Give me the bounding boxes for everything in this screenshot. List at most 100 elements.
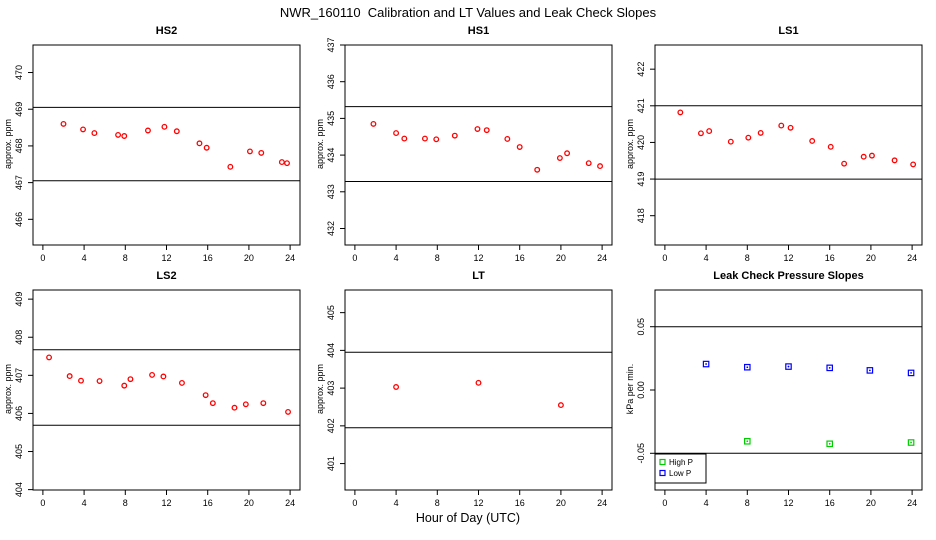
legend-marker bbox=[659, 458, 666, 466]
y-axis-ticks: 432 433 434 435 436 437 bbox=[326, 37, 345, 236]
y-tick-label: 434 bbox=[326, 148, 336, 163]
plot-lt: 0 4 8 12 16 20 24 401 402 403 404 405 bbox=[326, 289, 613, 508]
data-point bbox=[787, 124, 794, 131]
x-tick-label: 12 bbox=[161, 498, 171, 508]
data-point bbox=[145, 127, 151, 134]
y-tick-label: 402 bbox=[326, 418, 336, 433]
data-point bbox=[227, 163, 234, 170]
legend-label: High P bbox=[669, 458, 693, 467]
data-point bbox=[179, 380, 185, 386]
data-point bbox=[504, 135, 511, 142]
data-point bbox=[910, 161, 917, 168]
data-point bbox=[149, 372, 156, 378]
panel-ls1: LS1 approx. ppm 0 4 8 12 16 20 24 418 419 420 421 4… bbox=[622, 23, 930, 268]
x-axis-ticks: 0 4 8 12 16 20 24 bbox=[662, 490, 917, 508]
y-tick-label: 418 bbox=[636, 208, 646, 223]
y-tick-label: 409 bbox=[14, 292, 24, 307]
y-tick-label: 407 bbox=[14, 368, 24, 383]
data-point bbox=[260, 400, 267, 407]
x-tick-label: 20 bbox=[866, 498, 876, 508]
y-axis-ticks: 466 467 468 469 470 bbox=[14, 65, 33, 227]
x-tick-label: 16 bbox=[203, 253, 213, 263]
data-point bbox=[907, 439, 915, 446]
data-point bbox=[585, 160, 592, 167]
y-tick-label: 401 bbox=[326, 456, 336, 471]
x-tick-label: 20 bbox=[244, 498, 254, 508]
x-tick-label: 8 bbox=[123, 498, 128, 508]
y-tick-label: 406 bbox=[14, 406, 24, 421]
data-point bbox=[826, 364, 834, 372]
x-tick-label: 20 bbox=[866, 253, 876, 263]
y-tick-label: 435 bbox=[326, 111, 336, 126]
data-point bbox=[677, 109, 684, 116]
data-point bbox=[475, 379, 482, 386]
plot-ls1: 0 4 8 12 16 20 24 418 419 420 421 422 bbox=[636, 44, 923, 263]
figure-title: NWR_160110 Calibration and LT Values and… bbox=[279, 5, 657, 20]
y-tick-label: 470 bbox=[14, 65, 24, 80]
x-tick-label: 12 bbox=[161, 253, 171, 263]
panel-leak-check: Leak Check Pressure Slopes kPa per min. … bbox=[622, 268, 930, 513]
y-axis-ticks: 404 405 406 407 408 409 bbox=[14, 292, 33, 497]
series-ls2-calibration bbox=[46, 354, 292, 415]
x-tick-label: 8 bbox=[123, 253, 128, 263]
data-point bbox=[778, 122, 785, 129]
x-tick-label: 0 bbox=[40, 498, 45, 508]
data-point bbox=[231, 404, 238, 411]
x-tick-label: 4 bbox=[704, 498, 709, 508]
data-point bbox=[121, 133, 128, 139]
data-point bbox=[60, 120, 67, 127]
x-tick-label: 12 bbox=[783, 253, 793, 263]
data-point-dot bbox=[910, 441, 912, 444]
data-point-dot bbox=[910, 372, 912, 374]
data-point-dot bbox=[828, 442, 831, 445]
y-tick-label: 405 bbox=[14, 444, 24, 459]
x-tick-label: 16 bbox=[825, 498, 835, 508]
y-tick-label: 437 bbox=[326, 37, 336, 52]
data-point bbox=[702, 360, 710, 368]
data-point bbox=[827, 143, 834, 150]
series-hs1-calibration bbox=[370, 120, 604, 173]
x-tick-label: 0 bbox=[40, 253, 45, 263]
reference-lines bbox=[345, 351, 612, 429]
plot-hs1: 0 4 8 12 16 20 24 432 433 434 435 436 437 bbox=[326, 37, 613, 263]
data-point bbox=[160, 373, 167, 380]
data-point-dot bbox=[787, 365, 790, 368]
data-point bbox=[743, 363, 751, 371]
data-point bbox=[727, 138, 734, 145]
x-axis-ticks: 0 4 8 12 16 20 24 bbox=[40, 245, 295, 263]
panel-hs1: HS1 approx. ppm 0 4 8 12 16 20 24 432 433 434 435 4… bbox=[312, 23, 620, 268]
x-tick-label: 8 bbox=[435, 498, 440, 508]
data-point bbox=[891, 157, 898, 164]
data-point bbox=[370, 120, 377, 127]
data-point bbox=[121, 382, 128, 389]
data-point bbox=[66, 373, 73, 380]
reference-lines bbox=[655, 105, 922, 180]
reference-lines bbox=[345, 106, 612, 183]
data-point bbox=[401, 135, 408, 142]
data-point bbox=[860, 153, 867, 160]
panel-ls2: LS2 approx. ppm 0 4 8 12 16 20 24 404 405 406 407 4… bbox=[0, 268, 308, 513]
data-point bbox=[285, 408, 292, 415]
data-point bbox=[451, 132, 458, 139]
y-tick-label: 422 bbox=[636, 62, 646, 77]
data-point bbox=[421, 135, 428, 142]
data-point bbox=[868, 152, 875, 159]
panel-title-ls1: LS1 bbox=[778, 25, 799, 37]
data-point bbox=[841, 160, 848, 167]
y-tick-label: 432 bbox=[326, 221, 336, 236]
data-point bbox=[278, 159, 285, 166]
x-tick-label: 20 bbox=[556, 498, 566, 508]
x-tick-label: 24 bbox=[597, 253, 607, 263]
data-point bbox=[706, 128, 713, 135]
plot-leak-check: 0 4 8 12 16 20 24 -0.05 0.00 0.05 High P Low P bbox=[636, 289, 923, 508]
y-tick-label: -0.05 bbox=[636, 443, 646, 464]
data-point bbox=[196, 140, 203, 147]
data-point bbox=[757, 129, 764, 136]
data-point bbox=[161, 123, 168, 130]
series-hs2-calibration bbox=[60, 120, 290, 170]
x-axis-ticks: 0 4 8 12 16 20 24 bbox=[352, 245, 607, 263]
x-tick-label: 8 bbox=[435, 253, 440, 263]
x-axis-label: Hour of Day (UTC) bbox=[415, 511, 521, 525]
y-tick-label: 420 bbox=[636, 135, 646, 150]
